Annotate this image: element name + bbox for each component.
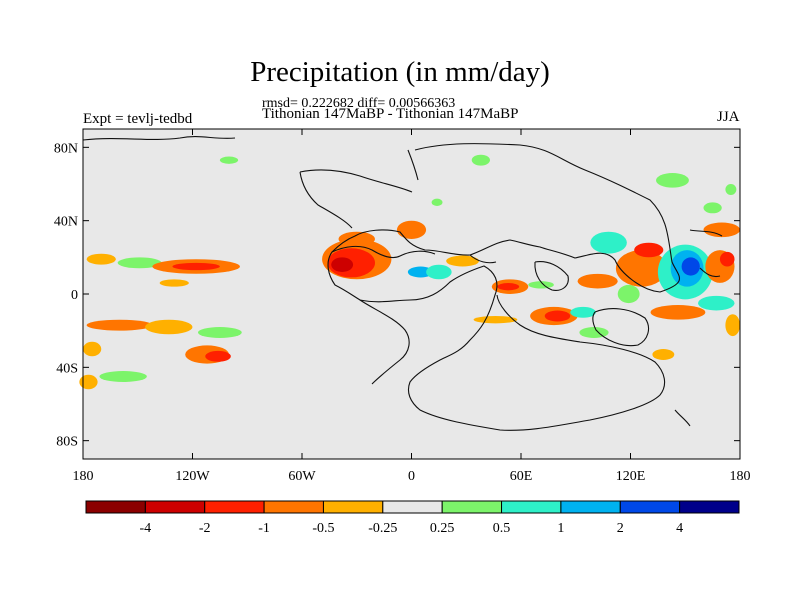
anomaly-region [528, 281, 554, 289]
y-tick-label: 40S [56, 361, 78, 376]
coastline-pangea [327, 143, 681, 431]
colorbar-label: 2 [617, 521, 624, 536]
colorbar-box [85, 500, 146, 514]
coastline-india [534, 261, 569, 291]
anomaly-region [431, 198, 443, 206]
colorbar-label: 4 [676, 521, 683, 536]
colorbar-box [679, 500, 740, 514]
experiment-label: Expt = tevlj-tedbd [83, 111, 193, 127]
y-tick-label: 80S [56, 435, 78, 450]
y-tick-label: 40N [54, 215, 78, 230]
colorbar-box [560, 500, 621, 514]
colorbar-box [322, 500, 384, 514]
anomaly-region [446, 255, 480, 267]
anomaly-region [703, 202, 722, 214]
anomaly-region [497, 283, 520, 291]
x-tick-label: 60E [510, 469, 533, 484]
colorbar-label: 0.5 [493, 521, 511, 536]
rmsd-diff-stats: rmsd= 0.222682 diff= 0.00566363 [262, 96, 456, 111]
colorbar-box [204, 500, 265, 514]
anomaly-region [471, 154, 490, 166]
colorbar-label: 1 [557, 521, 564, 536]
anomaly-region [172, 262, 220, 271]
colorbar-label: -0.5 [312, 521, 334, 536]
anomaly-region [426, 264, 452, 280]
anomaly-region [407, 266, 434, 278]
coastline-tethys [331, 245, 497, 264]
coastlines [82, 136, 723, 431]
x-tick-label: 120W [175, 469, 210, 484]
anomaly-region [117, 257, 162, 269]
x-tick-label: 60W [288, 469, 316, 484]
anomaly-region [219, 156, 239, 164]
season-label: JJA [717, 109, 740, 125]
x-tick-label: 180 [73, 469, 94, 484]
anomaly-layer [79, 154, 740, 390]
colorbar-box [144, 500, 206, 514]
anomaly-region [577, 273, 618, 289]
colorbar-box [263, 500, 324, 514]
map-background [83, 129, 740, 459]
colorbar-box [382, 500, 443, 514]
anomaly-region [145, 319, 193, 335]
colorbar-label: -0.25 [368, 521, 397, 536]
anomaly-region [617, 284, 640, 304]
anomaly-region [590, 231, 627, 254]
anomaly-region [703, 222, 740, 238]
anomaly-region [681, 257, 700, 276]
anomaly-region [579, 327, 609, 338]
x-tick-label: 0 [408, 469, 415, 484]
y-tick-label: 80N [54, 141, 78, 156]
chart-title: Precipitation (in mm/day) [250, 56, 550, 88]
anomaly-region [634, 242, 664, 258]
anomaly-region [698, 295, 735, 311]
anomaly-region [159, 279, 189, 287]
colorbar-box [501, 500, 562, 514]
anomaly-region [719, 251, 735, 267]
colorbar-label: -4 [140, 521, 152, 536]
anomaly-region [86, 319, 153, 331]
anomaly-region [396, 220, 427, 239]
anomaly-region [331, 257, 354, 272]
colorbar-box [619, 500, 681, 514]
anomaly-region [205, 350, 231, 362]
anomaly-region [86, 253, 116, 265]
anomaly-region [650, 305, 706, 320]
anomaly-region [99, 371, 147, 382]
colorbar-label: -2 [199, 521, 211, 536]
coastline-australia [592, 308, 650, 347]
axes: 180 120W 60W 0 60E 120E 180 80N 40N 0 40S 80S [54, 129, 751, 484]
anomaly-region [197, 327, 242, 338]
anomaly-region [656, 173, 689, 188]
colorbar-label: 0.25 [430, 521, 455, 536]
colorbar: -4 -2 -1 -0.5 -0.25 0.25 0.5 1 2 4 [85, 500, 740, 536]
coastline-north-polar [82, 136, 419, 229]
colorbar-label: -1 [258, 521, 270, 536]
anomaly-region [570, 306, 596, 318]
anomaly-region [79, 374, 98, 390]
anomaly-region [338, 231, 375, 247]
chart-subtitle: Tithonian 147MaBP - Tithonian 147MaBP [262, 106, 519, 122]
anomaly-region [652, 349, 675, 360]
coastline-west-pacific-islands [674, 229, 723, 427]
anomaly-region [83, 341, 102, 357]
coastline-south-america [359, 299, 410, 385]
anomaly-region [544, 310, 571, 322]
y-tick-label: 0 [71, 288, 78, 303]
colorbar-box [441, 500, 503, 514]
x-tick-label: 180 [730, 469, 751, 484]
anomaly-region [725, 314, 740, 337]
anomaly-region [725, 184, 737, 195]
x-tick-label: 120E [616, 469, 646, 484]
